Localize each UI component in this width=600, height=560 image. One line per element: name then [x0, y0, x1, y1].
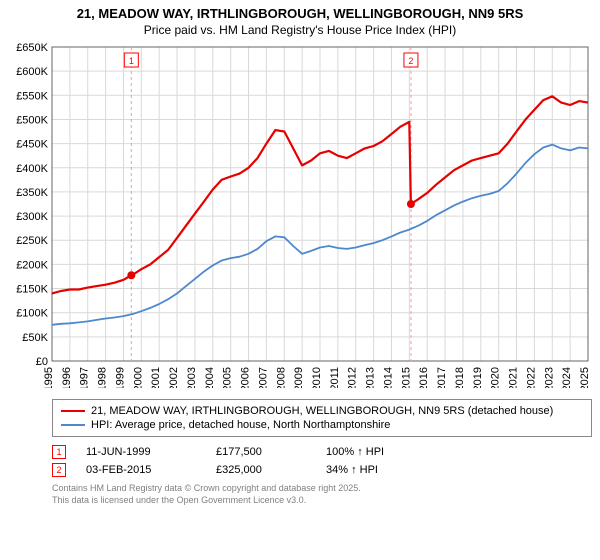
svg-text:2: 2 — [408, 56, 413, 66]
svg-text:£550K: £550K — [16, 90, 48, 102]
sale-price: £325,000 — [216, 464, 306, 476]
svg-text:1: 1 — [129, 56, 134, 66]
svg-text:£600K: £600K — [16, 66, 48, 78]
svg-text:2000: 2000 — [132, 367, 144, 388]
svg-text:2017: 2017 — [436, 367, 448, 388]
credits: Contains HM Land Registry data © Crown c… — [52, 483, 592, 506]
svg-text:2018: 2018 — [454, 367, 466, 388]
svg-text:£650K: £650K — [16, 43, 48, 54]
svg-text:1999: 1999 — [114, 367, 126, 388]
svg-text:2006: 2006 — [240, 367, 252, 388]
svg-text:2007: 2007 — [257, 367, 269, 388]
root: 21, MEADOW WAY, IRTHLINGBOROUGH, WELLING… — [0, 0, 600, 560]
marker-badge-2: 2 — [52, 463, 66, 477]
legend-swatch-series2 — [61, 424, 85, 426]
legend-row: 21, MEADOW WAY, IRTHLINGBOROUGH, WELLING… — [61, 404, 583, 418]
table-row: 1 11-JUN-1999 £177,500 100% ↑ HPI — [52, 443, 592, 461]
sale-change: 34% ↑ HPI — [326, 464, 416, 476]
svg-text:2025: 2025 — [579, 367, 591, 388]
legend-label-series1: 21, MEADOW WAY, IRTHLINGBOROUGH, WELLING… — [91, 405, 553, 417]
sale-date: 03-FEB-2015 — [86, 464, 196, 476]
svg-text:£300K: £300K — [16, 211, 48, 223]
price-chart: £0 £50K £100K £150K £200K £250K £300K £350K £400… — [8, 43, 592, 388]
chart-area: £0 £50K £100K £150K £200K £250K £300K £350K £400… — [8, 43, 592, 393]
svg-text:£50K: £50K — [22, 332, 48, 344]
legend: 21, MEADOW WAY, IRTHLINGBOROUGH, WELLING… — [52, 399, 592, 437]
svg-text:2009: 2009 — [293, 367, 305, 388]
sale-change: 100% ↑ HPI — [326, 446, 416, 458]
svg-text:2003: 2003 — [186, 367, 198, 388]
svg-text:2008: 2008 — [275, 367, 287, 388]
legend-row: HPI: Average price, detached house, Nort… — [61, 418, 583, 432]
svg-text:£100K: £100K — [16, 308, 48, 320]
svg-text:2015: 2015 — [400, 367, 412, 388]
table-row: 2 03-FEB-2015 £325,000 34% ↑ HPI — [52, 461, 592, 479]
credits-line1: Contains HM Land Registry data © Crown c… — [52, 483, 592, 495]
svg-text:£200K: £200K — [16, 259, 48, 271]
svg-text:£350K: £350K — [16, 187, 48, 199]
svg-text:2020: 2020 — [490, 367, 502, 388]
svg-text:1996: 1996 — [61, 367, 73, 388]
credits-line2: This data is licensed under the Open Gov… — [52, 495, 592, 507]
svg-text:2002: 2002 — [168, 367, 180, 388]
svg-text:2004: 2004 — [204, 367, 216, 388]
svg-text:2019: 2019 — [472, 367, 484, 388]
svg-text:2014: 2014 — [382, 367, 394, 388]
svg-text:£150K: £150K — [16, 283, 48, 295]
svg-text:2001: 2001 — [150, 367, 162, 388]
svg-text:2013: 2013 — [365, 367, 377, 388]
svg-text:2021: 2021 — [508, 367, 520, 388]
marker-badge-1: 1 — [52, 445, 66, 459]
svg-text:2024: 2024 — [561, 367, 573, 388]
svg-text:1998: 1998 — [97, 367, 109, 388]
chart-subtitle: Price paid vs. HM Land Registry's House … — [8, 23, 592, 37]
svg-text:£450K: £450K — [16, 139, 48, 151]
chart-title: 21, MEADOW WAY, IRTHLINGBOROUGH, WELLING… — [8, 6, 592, 23]
svg-text:£0: £0 — [36, 356, 48, 368]
svg-text:2005: 2005 — [222, 367, 234, 388]
svg-text:£250K: £250K — [16, 235, 48, 247]
sale-date: 11-JUN-1999 — [86, 446, 196, 458]
svg-text:£400K: £400K — [16, 163, 48, 175]
svg-text:2016: 2016 — [418, 367, 430, 388]
svg-text:£500K: £500K — [16, 114, 48, 126]
sale-price: £177,500 — [216, 446, 306, 458]
legend-label-series2: HPI: Average price, detached house, Nort… — [91, 419, 390, 431]
svg-text:2022: 2022 — [525, 367, 537, 388]
svg-text:1997: 1997 — [79, 367, 91, 388]
sales-table: 1 11-JUN-1999 £177,500 100% ↑ HPI 2 03-F… — [52, 443, 592, 479]
svg-text:2010: 2010 — [311, 367, 323, 388]
svg-text:2011: 2011 — [329, 367, 341, 388]
svg-text:2012: 2012 — [347, 367, 359, 388]
svg-text:1995: 1995 — [43, 367, 55, 388]
svg-text:2023: 2023 — [543, 367, 555, 388]
legend-swatch-series1 — [61, 410, 85, 412]
